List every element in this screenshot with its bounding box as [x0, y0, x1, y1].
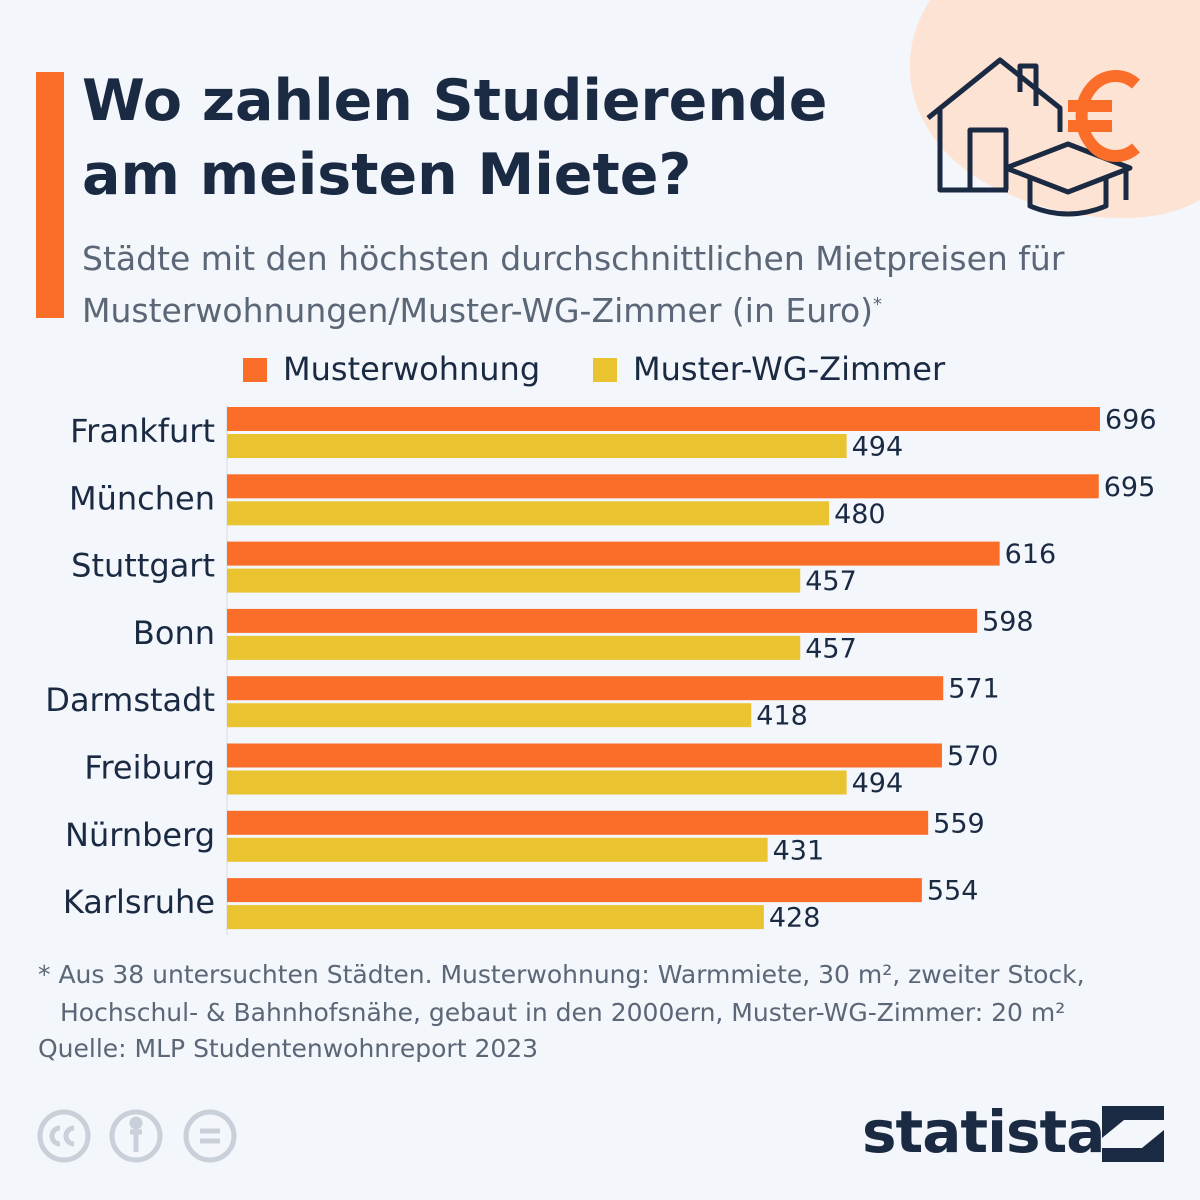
- cc-icons: [37, 1109, 237, 1163]
- value-label: 571: [948, 674, 1000, 705]
- bar: [227, 770, 847, 795]
- category-label: Frankfurt: [70, 412, 215, 450]
- category-label: Nürnberg: [65, 816, 215, 854]
- bar: [227, 810, 929, 835]
- footnote: * Aus 38 untersuchten Städten. Musterwoh…: [38, 960, 1085, 1027]
- bar: [227, 434, 847, 458]
- subtitle-marker: *: [873, 294, 883, 315]
- bar: [227, 878, 922, 903]
- value-label: 598: [982, 606, 1034, 637]
- legend-label: Musterwohnung: [283, 350, 540, 388]
- bar: [227, 905, 764, 930]
- category-label: München: [69, 479, 215, 517]
- category-label: Bonn: [133, 614, 215, 652]
- value-label: 431: [773, 835, 825, 866]
- chart: Musterwohnung Muster-WG-Zimmer Frankfurt 69…: [45, 350, 1157, 936]
- subtitle: Städte mit den höchsten durchschnittlich…: [82, 236, 1142, 334]
- bar: [227, 676, 944, 701]
- category-label: Freiburg: [84, 749, 215, 787]
- license-icons: [37, 1109, 237, 1163]
- accent-bar: [36, 72, 64, 318]
- bar: [227, 474, 1099, 499]
- value-label: 570: [947, 741, 999, 772]
- value-label: 616: [1005, 539, 1057, 570]
- value-label: 494: [852, 768, 904, 799]
- bar: [227, 568, 801, 593]
- category-label: Karlsruhe: [63, 883, 215, 921]
- value-label: 418: [756, 701, 808, 732]
- value-label: 695: [1104, 472, 1156, 503]
- category-label: Stuttgart: [71, 547, 215, 585]
- legend-swatch: [243, 358, 267, 382]
- bar: [227, 541, 1000, 566]
- value-label: 554: [927, 876, 979, 907]
- value-label: 428: [769, 903, 821, 934]
- value-label: 480: [834, 499, 886, 530]
- title: Wo zahlen Studierende am meisten Miete?: [82, 68, 828, 208]
- house-icon: [926, 57, 1133, 217]
- bar: [227, 837, 768, 862]
- value-label: 696: [1105, 405, 1157, 436]
- category-label: Darmstadt: [45, 681, 215, 719]
- value-label: 457: [805, 633, 857, 664]
- bar: [227, 407, 1100, 431]
- source: Quelle: MLP Studentenwohnreport 2023: [38, 1034, 539, 1063]
- value-label: 559: [933, 808, 985, 839]
- legend-swatch: [593, 358, 617, 382]
- bar: [227, 743, 942, 768]
- header-graphics: [36, 0, 1200, 318]
- value-label: 457: [805, 566, 857, 597]
- legend-label: Muster-WG-Zimmer: [633, 350, 946, 388]
- value-label: 494: [852, 432, 904, 463]
- blob: [909, 0, 1200, 219]
- euro-icon: [1068, 70, 1140, 162]
- brand-mark: [1102, 1106, 1164, 1162]
- bar: [227, 608, 978, 633]
- bar: [227, 703, 752, 728]
- bar: [227, 501, 830, 526]
- brand-logo: statista: [862, 1098, 1105, 1166]
- subtitle-text: Städte mit den höchsten durchschnittlich…: [82, 239, 1065, 330]
- bar: [227, 635, 801, 660]
